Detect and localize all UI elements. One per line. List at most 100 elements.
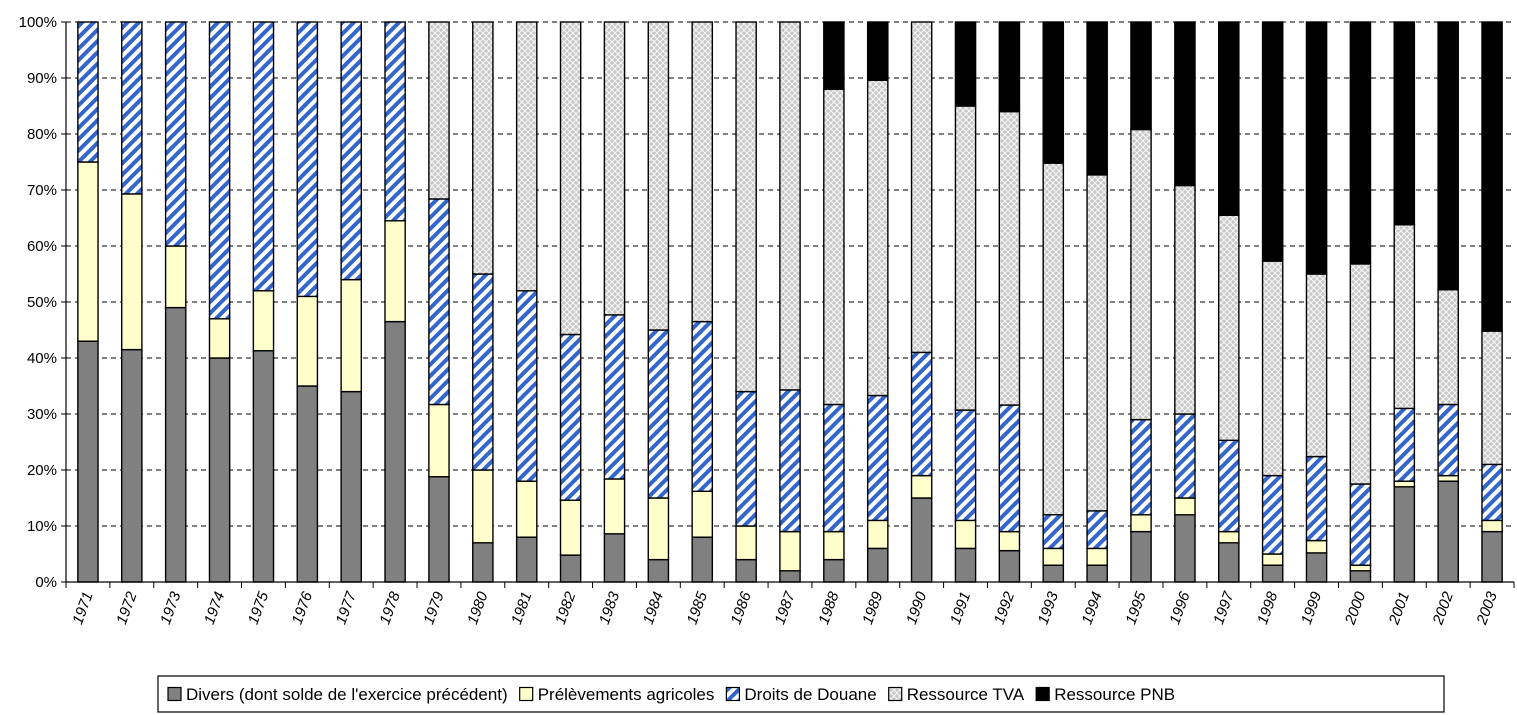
x-tick-label: 1979 — [420, 589, 448, 627]
bar-segment-4 — [1261, 21, 1284, 262]
bar-segment-0 — [559, 554, 582, 583]
bar-segment-1 — [1393, 480, 1416, 488]
bar-segment-1 — [384, 220, 406, 323]
bar-segment-1 — [340, 278, 363, 393]
bar-segment-3 — [647, 21, 670, 331]
legend-label-4: Ressource PNB — [1054, 685, 1175, 704]
x-tick-label: 1987 — [771, 589, 799, 627]
bar-segment-1 — [647, 497, 670, 561]
x-tick-label: 1975 — [245, 589, 273, 627]
bar-segment-2 — [208, 21, 231, 320]
bar-segment-3 — [1349, 263, 1372, 485]
bar-segment-1 — [1349, 564, 1372, 572]
bar-segment-0 — [998, 549, 1021, 583]
bar-segment-1 — [252, 290, 275, 352]
bar-segment-3 — [1393, 224, 1416, 410]
bar-segment-2 — [428, 198, 450, 406]
bar-segment-2 — [1174, 413, 1196, 499]
x-tick-label: 1980 — [464, 589, 492, 627]
bar-segment-1 — [164, 245, 187, 309]
bar-segment-1 — [1305, 539, 1328, 554]
x-tick-label: 1990 — [903, 589, 931, 627]
bar-segment-4 — [1174, 21, 1196, 187]
bar-segment-2 — [1086, 510, 1108, 550]
x-tick-label: 1992 — [991, 589, 1019, 627]
bar-segment-1 — [954, 519, 977, 550]
bar-segment-2 — [1437, 403, 1459, 477]
bar-segment-0 — [1217, 542, 1240, 583]
bar-segment-0 — [823, 558, 845, 583]
bar-segment-0 — [428, 476, 450, 583]
x-tick-label: 1981 — [508, 590, 535, 627]
x-tick-label: 1984 — [640, 590, 667, 627]
x-axis-tick-labels: 1971 1972 1973 1974 1975 1976 1977 1978 1979 1980… — [69, 589, 1501, 628]
bar-segment-4 — [998, 21, 1021, 113]
x-tick-label: 1995 — [1122, 589, 1150, 627]
bar-segment-2 — [1042, 514, 1065, 550]
bar-segment-1 — [296, 295, 319, 387]
bar-segment-1 — [1481, 519, 1503, 533]
axes — [61, 21, 1515, 588]
bar-segment-0 — [384, 320, 406, 583]
bar-segment-2 — [252, 21, 275, 292]
bar-segment-4 — [1393, 21, 1416, 226]
x-tick-label: 1986 — [727, 589, 755, 627]
y-tick-label: 60% — [27, 238, 57, 255]
bar-segment-2 — [164, 21, 187, 247]
y-tick-label: 100% — [19, 14, 57, 31]
bar-segment-2 — [472, 273, 494, 471]
legend-label-0: Divers (dont solde de l'exercice précéde… — [186, 685, 508, 704]
bar-segment-0 — [1349, 570, 1372, 583]
bar-segment-0 — [910, 497, 933, 583]
bar-segment-0 — [164, 306, 187, 583]
bar-segment-4 — [1130, 21, 1152, 131]
legend-swatch-3 — [888, 686, 903, 702]
bar-segment-1 — [910, 474, 933, 499]
x-tick-label: 2001 — [1385, 590, 1413, 628]
y-tick-label: 80% — [27, 126, 57, 143]
y-tick-label: 0% — [35, 574, 57, 591]
bar-segment-1 — [1130, 514, 1152, 533]
bar-segment-0 — [208, 357, 231, 583]
bar-segment-3 — [910, 21, 933, 354]
bar-segment-2 — [603, 314, 626, 480]
bar-segment-2 — [779, 389, 801, 533]
bar-segment-2 — [910, 351, 933, 477]
x-tick-label: 1972 — [113, 589, 141, 627]
bar-segment-2 — [998, 404, 1021, 533]
legend-swatch-4 — [1035, 686, 1050, 702]
bar-segment-0 — [1130, 530, 1152, 583]
bar-segment-1 — [1261, 553, 1284, 566]
legend: Divers (dont solde de l'exercice précéde… — [157, 675, 1445, 713]
bar-segment-0 — [691, 536, 714, 583]
y-tick-label: 90% — [27, 70, 57, 87]
bar-segment-2 — [1393, 407, 1416, 482]
y-tick-label: 30% — [27, 406, 57, 423]
bar-segment-0 — [1305, 552, 1328, 583]
bar-segment-2 — [1130, 418, 1152, 516]
bar-segment-2 — [515, 290, 538, 482]
bar-segment-0 — [252, 350, 275, 583]
legend-label-1: Prélèvements agricoles — [538, 685, 715, 704]
bar-segment-4 — [866, 21, 889, 81]
bar-segment-2 — [1261, 474, 1284, 555]
bar-segment-0 — [121, 348, 143, 583]
bar-segment-0 — [1174, 514, 1196, 583]
bar-segment-0 — [1086, 564, 1108, 583]
bar-segment-3 — [1086, 174, 1108, 512]
x-tick-label: 1999 — [1298, 589, 1326, 627]
bar-segment-2 — [954, 409, 977, 522]
bar-segment-1 — [779, 530, 801, 572]
x-tick-label: 1988 — [815, 589, 843, 627]
bar-segment-3 — [603, 21, 626, 316]
bar-segment-4 — [1437, 21, 1459, 291]
bar-segment-3 — [559, 21, 582, 336]
x-tick-label: 1993 — [1035, 589, 1063, 627]
bar-segment-1 — [208, 318, 231, 359]
y-tick-label: 20% — [27, 462, 57, 479]
x-tick-label: 1976 — [289, 589, 317, 627]
bar-segment-0 — [779, 570, 801, 583]
bar-segment-4 — [1042, 21, 1065, 164]
